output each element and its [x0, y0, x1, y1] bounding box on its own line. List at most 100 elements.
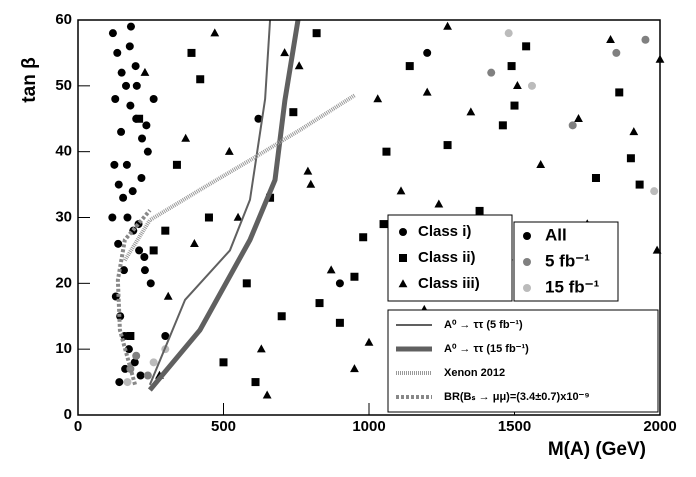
- point: [187, 48, 196, 57]
- point: [650, 187, 659, 196]
- y-tick-label: 50: [55, 77, 72, 94]
- point: [117, 68, 126, 77]
- point: [126, 22, 135, 31]
- point: [140, 67, 150, 76]
- point: [196, 75, 205, 84]
- point: [114, 239, 123, 248]
- legend-label: All: [545, 225, 567, 244]
- point: [122, 81, 131, 90]
- point: [143, 147, 152, 156]
- point: [136, 371, 145, 380]
- point: [128, 187, 137, 196]
- point: [219, 358, 228, 367]
- point: [498, 121, 507, 130]
- x-tick-label: 0: [74, 418, 82, 435]
- x-tick-label: 1500: [498, 418, 531, 435]
- point: [181, 133, 191, 142]
- curve: [147, 19, 301, 392]
- point: [132, 351, 141, 360]
- point: [251, 378, 260, 387]
- point: [149, 95, 158, 103]
- point: [359, 233, 368, 242]
- legend-box: [387, 214, 513, 302]
- point: [125, 42, 134, 51]
- y-tick-label: 40: [55, 143, 72, 160]
- curve: [123, 93, 357, 262]
- point: [522, 42, 531, 51]
- y-tick-label: 10: [55, 340, 72, 357]
- point: [641, 35, 650, 44]
- legend-label: Class i): [418, 223, 471, 240]
- point: [110, 160, 119, 169]
- point: [523, 232, 531, 240]
- point: [149, 358, 158, 367]
- x-axis-label: M(A) (GeV): [548, 439, 646, 460]
- y-tick-label: 60: [55, 11, 72, 28]
- curve: [148, 19, 272, 386]
- point: [396, 186, 406, 195]
- y-tick-label: 30: [55, 208, 72, 225]
- point: [146, 279, 155, 288]
- point: [277, 312, 286, 321]
- point: [475, 206, 484, 215]
- point: [163, 291, 173, 300]
- point: [262, 390, 272, 399]
- point: [114, 180, 123, 189]
- legend-label: Class iii): [418, 275, 480, 292]
- point: [124, 345, 133, 354]
- point: [161, 332, 170, 340]
- point: [399, 254, 407, 262]
- point: [615, 88, 624, 97]
- point: [510, 101, 519, 110]
- point: [443, 141, 452, 150]
- point: [115, 378, 124, 387]
- point: [629, 127, 639, 136]
- point: [108, 213, 117, 222]
- point: [326, 265, 336, 274]
- point: [523, 258, 531, 266]
- legend-box: [387, 309, 659, 413]
- point: [190, 239, 199, 248]
- point: [303, 166, 313, 175]
- point: [294, 61, 304, 70]
- y-tick-label: 20: [55, 274, 72, 291]
- legend-label: 15 fb⁻¹: [545, 277, 600, 296]
- y-axis-label: tan β: [19, 57, 40, 102]
- legend-label: A⁰ → ττ (15 fb⁻¹): [444, 343, 529, 355]
- point: [350, 364, 359, 373]
- point: [108, 29, 117, 38]
- point: [373, 94, 383, 103]
- point: [612, 48, 621, 57]
- point: [379, 220, 388, 229]
- x-tick-label: 2000: [643, 418, 676, 435]
- point: [137, 174, 146, 182]
- point: [140, 253, 149, 261]
- point: [443, 21, 452, 30]
- point: [143, 371, 152, 380]
- point: [138, 134, 147, 143]
- point: [398, 279, 408, 288]
- point: [142, 121, 151, 130]
- point: [122, 160, 131, 169]
- point: [233, 212, 243, 221]
- point: [423, 48, 432, 57]
- point: [466, 107, 476, 116]
- point: [117, 127, 126, 136]
- point: [126, 332, 135, 340]
- point: [204, 213, 213, 222]
- x-tick-label: 1000: [352, 418, 385, 435]
- legend-label: Xenon 2012: [444, 367, 505, 379]
- point: [123, 213, 132, 222]
- point: [210, 28, 220, 37]
- curve: [115, 208, 152, 386]
- point: [123, 378, 132, 387]
- point: [126, 101, 135, 110]
- point: [591, 174, 600, 182]
- point: [111, 95, 120, 103]
- point: [130, 358, 139, 367]
- point: [335, 279, 344, 288]
- point: [119, 193, 128, 202]
- point: [172, 160, 181, 169]
- point: [280, 48, 290, 57]
